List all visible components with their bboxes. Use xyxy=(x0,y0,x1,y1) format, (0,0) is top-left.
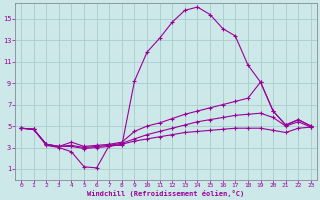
X-axis label: Windchill (Refroidissement éolien,°C): Windchill (Refroidissement éolien,°C) xyxy=(87,190,244,197)
